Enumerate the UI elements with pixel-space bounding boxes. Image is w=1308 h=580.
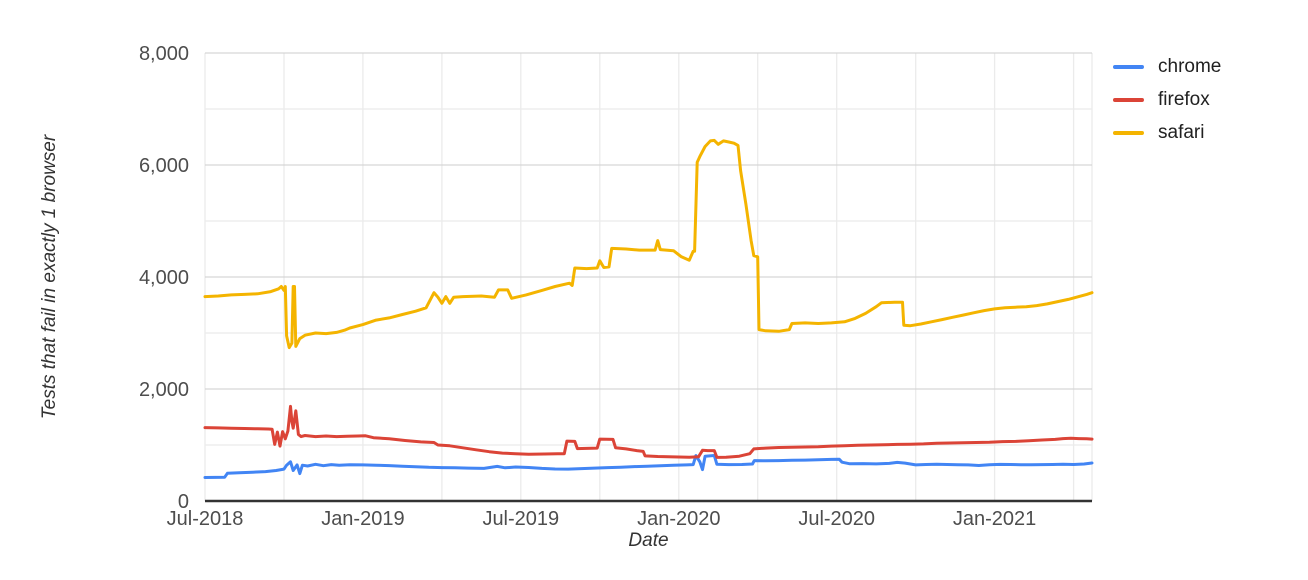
series-line-chrome bbox=[203, 454, 1094, 479]
series-line-firefox bbox=[203, 404, 1094, 459]
x-tick-label: Jul-2020 bbox=[798, 508, 875, 530]
legend-swatch-chrome bbox=[1113, 64, 1144, 69]
y-tick-label: 0 bbox=[178, 491, 189, 513]
series-line-safari bbox=[203, 138, 1094, 350]
y-tick-label: 8,000 bbox=[139, 43, 189, 65]
legend: chrome firefox safari bbox=[1113, 50, 1221, 149]
y-tick-label: 4,000 bbox=[139, 267, 189, 289]
y-axis-title: Tests that fail in exactly 1 browser bbox=[39, 134, 60, 420]
legend-label: firefox bbox=[1158, 89, 1210, 110]
legend-label: chrome bbox=[1158, 56, 1222, 77]
x-tick-label: Jan-2021 bbox=[953, 508, 1036, 530]
x-tick-label: Jul-2019 bbox=[482, 508, 559, 530]
legend-swatch-safari bbox=[1113, 130, 1144, 135]
legend-item-chrome: chrome bbox=[1113, 50, 1221, 83]
x-tick-label: Jul-2018 bbox=[167, 508, 244, 530]
x-tick-label: Jan-2020 bbox=[637, 508, 720, 530]
legend-item-safari: safari bbox=[1113, 116, 1221, 149]
legend-swatch-firefox bbox=[1113, 97, 1144, 102]
x-tick-label: Jan-2019 bbox=[321, 508, 404, 530]
legend-item-firefox: firefox bbox=[1113, 83, 1221, 116]
x-axis-title: Date bbox=[628, 530, 669, 551]
y-tick-label: 6,000 bbox=[139, 155, 189, 177]
y-tick-label: 2,000 bbox=[139, 379, 189, 401]
legend-label: safari bbox=[1158, 122, 1205, 143]
